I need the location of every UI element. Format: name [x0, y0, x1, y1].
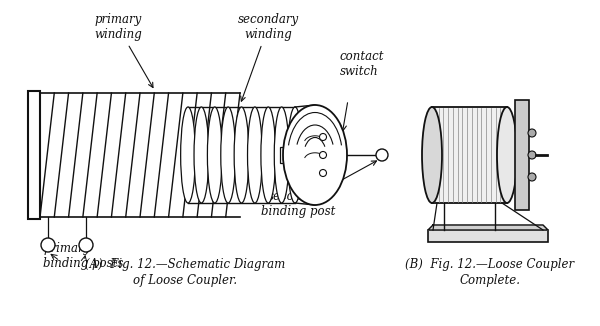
Ellipse shape: [287, 107, 302, 203]
Text: (B)  Fig. 12.—Loose Coupler: (B) Fig. 12.—Loose Coupler: [406, 258, 575, 271]
Text: Complete.: Complete.: [460, 274, 521, 287]
Bar: [515, 100, 529, 210]
Circle shape: [528, 173, 536, 181]
Text: primary
winding: primary winding: [94, 13, 153, 87]
Ellipse shape: [208, 107, 222, 203]
Ellipse shape: [234, 107, 249, 203]
Circle shape: [376, 149, 388, 161]
Ellipse shape: [261, 107, 275, 203]
Circle shape: [320, 170, 326, 176]
Polygon shape: [428, 225, 548, 230]
Ellipse shape: [181, 107, 196, 203]
Text: (A)  Fig. 12.—Schematic Diagram: (A) Fig. 12.—Schematic Diagram: [85, 258, 285, 271]
Text: primary
binding posts: primary binding posts: [43, 242, 124, 270]
Ellipse shape: [422, 107, 442, 203]
Bar: [280, 147, 302, 163]
Ellipse shape: [283, 105, 347, 205]
Ellipse shape: [194, 107, 209, 203]
Ellipse shape: [274, 107, 289, 203]
Circle shape: [320, 134, 326, 141]
Ellipse shape: [221, 107, 235, 203]
Bar: [428, 230, 548, 242]
Circle shape: [528, 129, 536, 137]
Text: contact
switch: contact switch: [340, 50, 385, 78]
Text: of Loose Coupler.: of Loose Coupler.: [133, 274, 237, 287]
Circle shape: [528, 151, 536, 159]
Bar: [28, 91, 40, 219]
Text: secondary
binding post: secondary binding post: [261, 161, 376, 218]
Ellipse shape: [248, 107, 262, 203]
Circle shape: [79, 238, 93, 252]
Circle shape: [41, 238, 55, 252]
Circle shape: [320, 152, 326, 158]
Ellipse shape: [497, 107, 517, 203]
Bar: [432, 107, 507, 203]
Text: secondary
winding: secondary winding: [238, 13, 299, 101]
